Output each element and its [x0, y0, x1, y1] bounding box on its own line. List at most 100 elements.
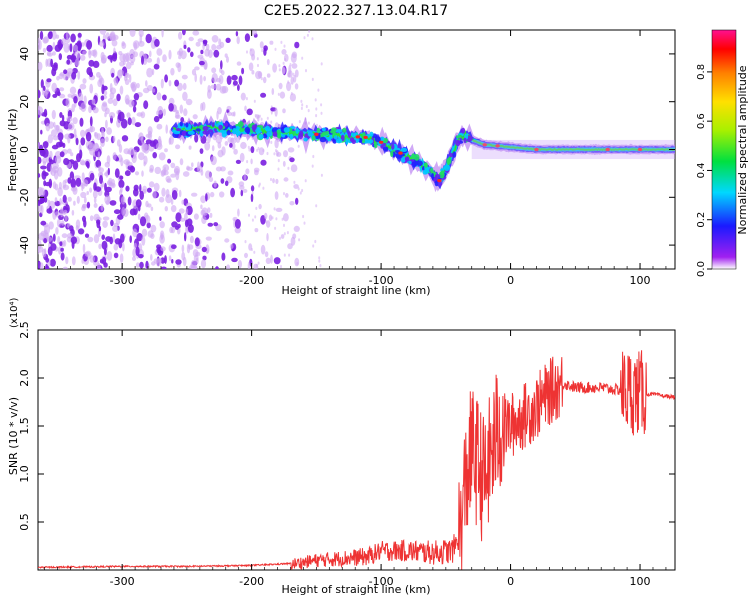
noise-blob-faint [271, 216, 274, 220]
noise-blob [178, 31, 183, 40]
noise-blob [75, 177, 82, 187]
ridge-blob [255, 127, 261, 134]
ridge-blob [185, 122, 189, 128]
noise-blob [250, 146, 255, 154]
noise-blob [178, 47, 183, 57]
noise-blob [213, 180, 217, 188]
noise-blob [58, 246, 62, 255]
noise-blob [105, 200, 110, 206]
noise-blob [207, 85, 211, 93]
noise-blob [93, 203, 98, 208]
ridge-blob [303, 137, 308, 142]
noise-blob [88, 105, 92, 114]
noise-blob [208, 176, 214, 183]
noise-blob [43, 196, 48, 203]
noise-blob [260, 159, 267, 166]
noise-blob [72, 44, 79, 52]
noise-blob [38, 173, 41, 178]
noise-blob [132, 256, 136, 262]
noise-blob [246, 108, 253, 116]
noise-blob [282, 160, 286, 167]
noise-blob [211, 44, 217, 51]
noise-blob [75, 137, 79, 146]
noise-blob-faint [314, 239, 317, 244]
noise-blob [159, 221, 165, 229]
noise-blob [65, 97, 70, 108]
noise-blob [109, 82, 113, 93]
noise-blob [154, 38, 160, 47]
noise-blob [266, 73, 271, 78]
noise-blob [81, 184, 85, 189]
noise-blob [42, 37, 49, 44]
noise-blob [255, 70, 262, 80]
noise-blob [129, 30, 136, 37]
noise-blob [193, 213, 199, 220]
noise-blob [89, 83, 94, 94]
noise-blob-faint [302, 214, 305, 219]
ridge-blob [211, 122, 215, 128]
noise-blob [287, 243, 293, 250]
noise-blob [229, 244, 234, 249]
noise-blob [118, 179, 125, 189]
noise-blob [170, 162, 176, 169]
noise-blob [165, 124, 168, 134]
noise-blob-faint [296, 262, 299, 266]
noise-blob-faint [301, 188, 304, 193]
noise-blob-faint [253, 99, 256, 103]
noise-blob [174, 79, 180, 87]
noise-blob [133, 42, 138, 51]
noise-blob [290, 164, 298, 173]
noise-blob [200, 204, 203, 210]
noise-blob [70, 236, 78, 244]
noise-blob [220, 178, 225, 184]
noise-blob [126, 112, 131, 118]
noise-blob [171, 221, 178, 228]
noise-blob [231, 74, 238, 81]
noise-blob [263, 47, 267, 56]
noise-blob-faint [312, 154, 315, 159]
noise-blob [191, 192, 198, 197]
noise-blob [138, 30, 144, 38]
noise-blob [281, 49, 287, 55]
noise-blob-faint [305, 104, 308, 109]
ridge-blob [390, 150, 394, 157]
noise-blob [229, 142, 233, 148]
noise-blob-faint [256, 57, 259, 61]
noise-blob-faint [297, 187, 300, 191]
noise-blob [92, 106, 99, 114]
noise-blob [127, 196, 132, 206]
noise-blob [146, 57, 153, 63]
noise-blob [139, 184, 142, 193]
noise-blob [54, 155, 62, 164]
noise-blob [50, 164, 53, 175]
noise-blob [58, 181, 63, 190]
noise-blob [188, 145, 192, 150]
noise-blob-faint [257, 261, 260, 265]
noise-blob [83, 196, 87, 204]
ridge-blob [434, 174, 441, 179]
noise-blob [192, 114, 198, 120]
noise-blob [186, 166, 193, 171]
noise-blob [162, 94, 167, 101]
noise-blob [80, 191, 87, 199]
noise-blob [274, 107, 278, 117]
noise-blob [66, 233, 73, 239]
snr-x-tick-label: -100 [369, 575, 394, 588]
colorbar-tick-label: 0.4 [696, 162, 707, 178]
noise-blob [98, 243, 102, 250]
ridge-blob [392, 151, 396, 158]
noise-blob [42, 148, 49, 158]
noise-blob-faint [284, 58, 287, 62]
noise-blob [92, 60, 100, 68]
noise-blob [40, 220, 47, 226]
noise-blob [207, 222, 214, 227]
noise-blob [221, 85, 229, 94]
noise-blob [100, 203, 104, 212]
snr-y-ticks: 0.5 1.0 1.5 2.0 2.5 [18, 321, 675, 531]
noise-blob [83, 219, 87, 228]
noise-blob [183, 108, 188, 117]
noise-blob [282, 67, 286, 74]
noise-blob [86, 67, 93, 76]
noise-blob [111, 53, 118, 62]
noise-blob [67, 122, 75, 131]
